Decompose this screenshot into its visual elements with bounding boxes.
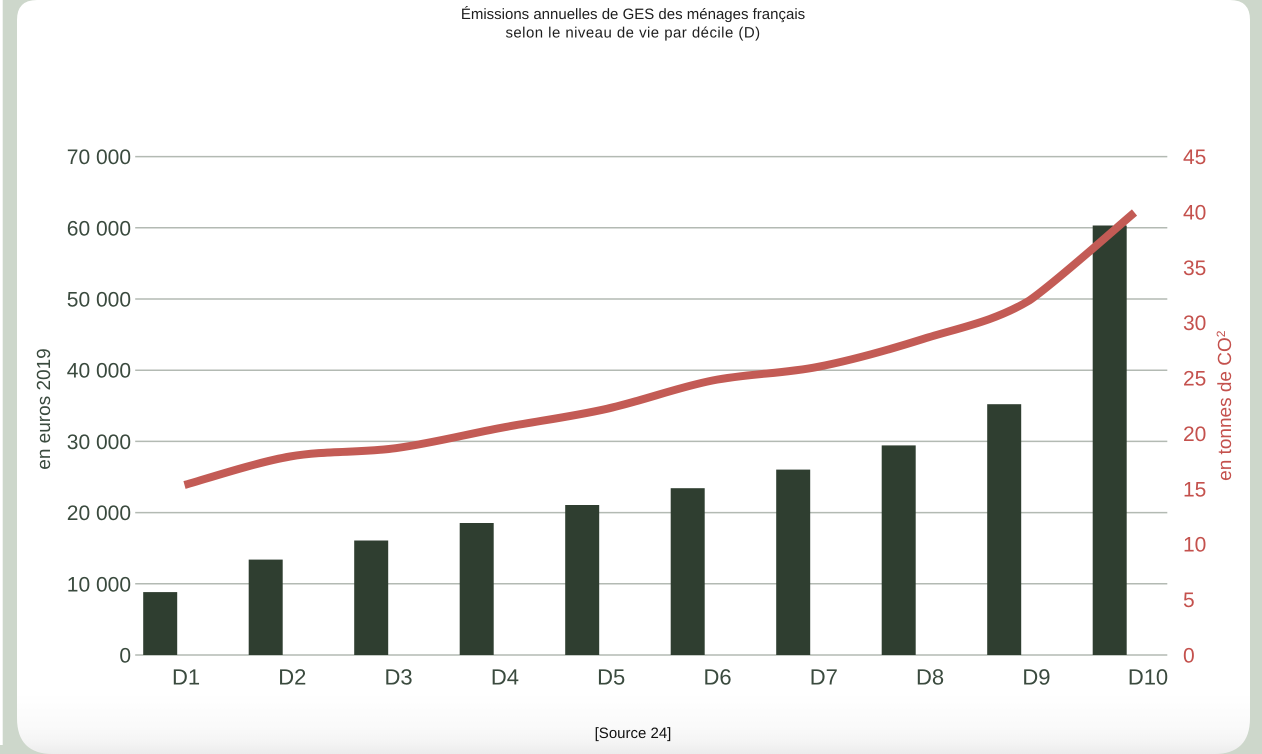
svg-text:D7: D7 xyxy=(810,665,838,690)
svg-text:15: 15 xyxy=(1183,478,1206,501)
svg-text:D8: D8 xyxy=(916,665,944,690)
svg-text:D5: D5 xyxy=(597,665,625,690)
svg-text:60 000: 60 000 xyxy=(67,217,131,240)
svg-text:10: 10 xyxy=(1183,534,1206,557)
svg-text:0: 0 xyxy=(1183,645,1195,668)
svg-text:[Source 24]: [Source 24] xyxy=(595,725,672,742)
svg-text:D2: D2 xyxy=(278,665,306,690)
svg-text:D10: D10 xyxy=(1128,665,1168,690)
svg-text:D3: D3 xyxy=(385,665,413,690)
svg-text:35: 35 xyxy=(1183,257,1206,280)
svg-text:30 000: 30 000 xyxy=(67,431,131,454)
svg-text:70 000: 70 000 xyxy=(67,146,131,169)
svg-text:20 000: 20 000 xyxy=(67,502,131,525)
svg-text:40: 40 xyxy=(1183,202,1206,225)
svg-text:45: 45 xyxy=(1183,146,1206,169)
svg-text:en euros 2019: en euros 2019 xyxy=(34,348,55,470)
svg-text:0: 0 xyxy=(119,645,131,668)
svg-text:D6: D6 xyxy=(703,665,731,690)
svg-text:30: 30 xyxy=(1183,312,1206,335)
svg-text:D4: D4 xyxy=(491,665,519,690)
svg-text:25: 25 xyxy=(1183,368,1206,391)
svg-text:selon le niveau de vie par déc: selon le niveau de vie par décile (D) xyxy=(505,25,760,42)
svg-text:D9: D9 xyxy=(1022,665,1050,690)
svg-text:Émissions annuelles de GES des: Émissions annuelles de GES des ménages f… xyxy=(461,5,805,23)
svg-text:10 000: 10 000 xyxy=(67,573,131,596)
svg-text:20: 20 xyxy=(1183,423,1206,446)
svg-text:en tonnes de CO2: en tonnes de CO2 xyxy=(1214,330,1236,481)
svg-text:50 000: 50 000 xyxy=(67,289,131,312)
svg-text:D1: D1 xyxy=(172,665,200,690)
svg-text:40 000: 40 000 xyxy=(67,360,131,383)
svg-text:5: 5 xyxy=(1183,589,1195,612)
